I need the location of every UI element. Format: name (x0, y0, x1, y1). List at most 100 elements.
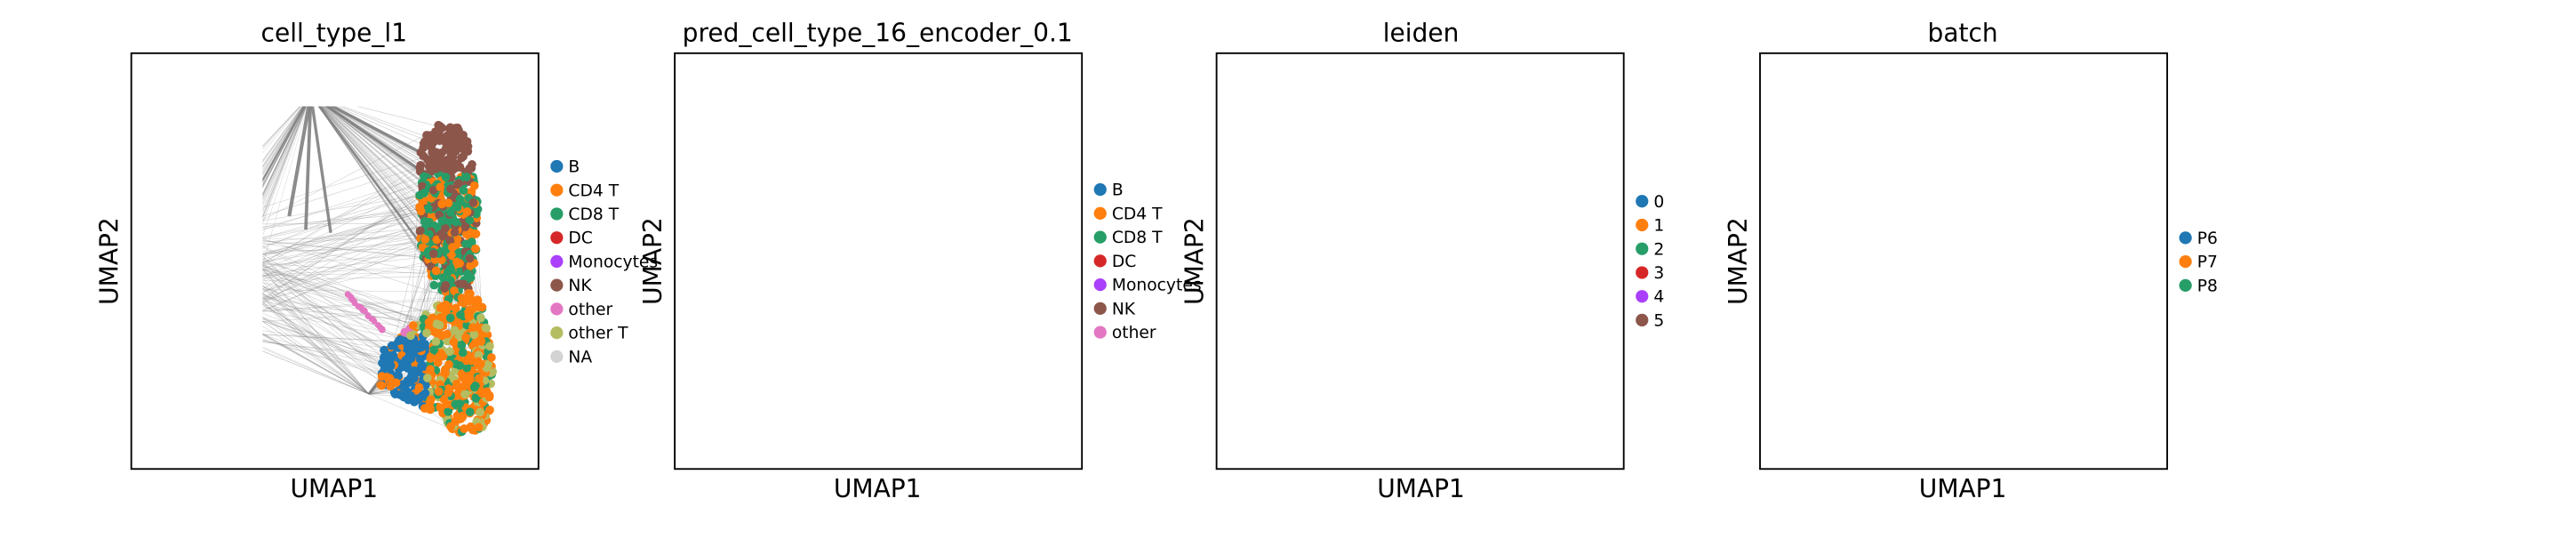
cell-point (745, 280, 754, 289)
cell-point (189, 311, 198, 320)
cell-point (764, 249, 773, 258)
graph-edge (833, 95, 854, 216)
graph-edge (969, 237, 1014, 429)
cell-point (720, 232, 729, 241)
graph-edge (1396, 95, 1538, 171)
cell-point (749, 335, 758, 344)
cell-point (784, 257, 793, 266)
cell-point (1256, 246, 1265, 255)
cell-point (220, 327, 229, 336)
cell-point (989, 123, 998, 132)
graph-edge (1321, 198, 1553, 252)
cell-point (989, 308, 998, 317)
cell-point (718, 252, 727, 261)
cell-point (993, 143, 1002, 152)
cell-point (216, 334, 225, 342)
cell-point (739, 271, 748, 280)
cell-point (1002, 186, 1011, 195)
graph-edge (762, 95, 854, 219)
cell-point (956, 341, 964, 350)
cell-point (1001, 335, 1010, 344)
graph-edge (781, 236, 992, 312)
cell-point (193, 247, 202, 256)
cell-point (211, 239, 220, 248)
cell-point (733, 316, 742, 325)
cell-point (246, 250, 255, 259)
graph-edge (750, 172, 1009, 311)
graph-edge (758, 203, 1017, 341)
graph-edge (714, 95, 854, 256)
cell-point (458, 341, 467, 350)
cell-point (989, 218, 998, 227)
cell-point (746, 267, 755, 276)
cell-point (193, 337, 202, 346)
cell-point (961, 211, 970, 220)
cell-point (930, 361, 939, 370)
cell-point (754, 239, 763, 248)
cell-point (244, 278, 253, 287)
cell-point (995, 245, 1004, 253)
cell-point (778, 267, 787, 276)
cell-point (757, 301, 766, 310)
cell-point (1320, 252, 1329, 261)
cell-point (245, 267, 254, 276)
cell-point (978, 335, 987, 344)
cell-point (235, 251, 244, 260)
cell-point (1014, 426, 1023, 435)
cell-point (756, 326, 764, 334)
cell-point (179, 258, 188, 267)
cell-point (223, 242, 232, 251)
cell-point (726, 263, 735, 272)
legend-label: NA (568, 348, 592, 366)
axes-frame (675, 53, 1082, 469)
cell-point (984, 369, 993, 378)
cell-point (948, 343, 956, 352)
cell-point (1336, 270, 1345, 279)
graph-edge (1316, 277, 1454, 395)
cell-point (196, 314, 204, 323)
graph-edge (1288, 258, 1526, 395)
cell-point (244, 256, 252, 265)
cell-point (1022, 329, 1031, 338)
graph-edge (1306, 95, 1396, 338)
cell-point (998, 186, 1007, 195)
graph-edge (798, 275, 990, 419)
cell-point (1000, 360, 1009, 369)
cell-point (1311, 256, 1320, 265)
graph-edge (1300, 95, 1396, 299)
cell-point (978, 393, 987, 402)
cell-point (990, 139, 999, 148)
graph-edge (773, 95, 854, 309)
cell-point (980, 382, 989, 390)
cell-point (766, 297, 775, 306)
cell-point (998, 139, 1007, 148)
cell-point (1313, 318, 1322, 327)
cell-point (959, 341, 968, 350)
cell-point (213, 291, 222, 300)
cell-point (988, 295, 996, 304)
cell-point (985, 281, 994, 290)
cell-point (1022, 398, 1031, 407)
cell-point (721, 244, 730, 253)
cell-point (1005, 173, 1014, 182)
cell-point (788, 245, 797, 254)
cell-point (748, 237, 756, 245)
graph-edge (952, 210, 968, 399)
cell-point (1298, 326, 1307, 334)
cell-point (731, 329, 740, 338)
cell-point (1284, 237, 1293, 246)
cell-point (1012, 366, 1020, 375)
cell-point (783, 275, 792, 284)
cell-point (980, 123, 988, 132)
cell-point (780, 231, 788, 240)
cell-point (1300, 221, 1308, 229)
graph-edge (787, 243, 912, 394)
cell-point (242, 252, 251, 261)
cell-point (218, 310, 227, 318)
graph-edge (952, 207, 964, 400)
cell-point (748, 330, 757, 339)
graph-edge (1321, 95, 1396, 253)
cell-point (978, 183, 987, 192)
graph-edge (748, 95, 854, 239)
cell-point (1275, 224, 1284, 233)
